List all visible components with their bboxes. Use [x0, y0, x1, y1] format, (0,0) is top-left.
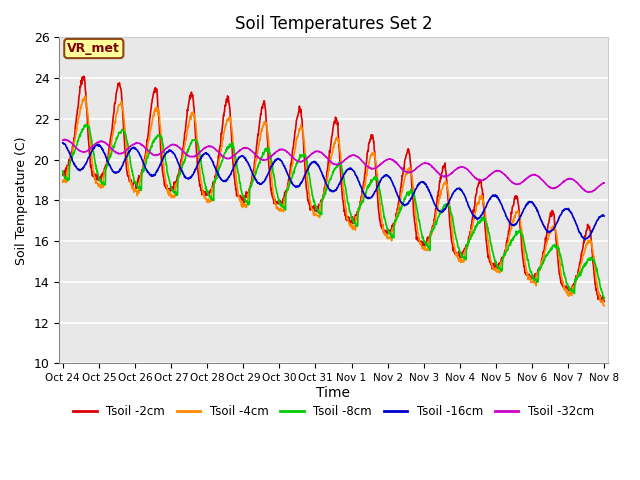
Y-axis label: Soil Temperature (C): Soil Temperature (C)	[15, 136, 28, 264]
Tsoil -4cm	[81, 93, 89, 99]
Tsoil -2cm	[81, 73, 88, 79]
Tsoil -4cm	[600, 303, 608, 309]
Tsoil -8cm	[536, 266, 544, 272]
Tsoil -8cm	[600, 295, 608, 301]
Line: Tsoil -16cm: Tsoil -16cm	[63, 143, 604, 240]
Tsoil -2cm	[488, 266, 496, 272]
Tsoil -8cm	[83, 122, 90, 128]
Tsoil -4cm	[418, 244, 426, 250]
Tsoil -16cm	[180, 171, 188, 177]
Tsoil -16cm	[600, 213, 608, 219]
Tsoil -8cm	[418, 231, 426, 237]
Tsoil -2cm	[59, 172, 67, 178]
Tsoil -32cm	[418, 161, 426, 167]
Tsoil -16cm	[240, 155, 248, 160]
Tsoil -16cm	[488, 193, 496, 199]
Tsoil -16cm	[536, 216, 544, 221]
Tsoil -16cm	[60, 140, 67, 146]
Text: VR_met: VR_met	[67, 42, 120, 55]
Title: Soil Temperatures Set 2: Soil Temperatures Set 2	[235, 15, 432, 33]
Tsoil -32cm	[166, 143, 174, 148]
Tsoil -32cm	[180, 149, 188, 155]
Tsoil -4cm	[180, 151, 188, 157]
Tsoil -4cm	[240, 203, 248, 208]
Tsoil -2cm	[600, 299, 608, 304]
Tsoil -2cm	[536, 266, 544, 272]
Tsoil -16cm	[59, 140, 67, 146]
Tsoil -32cm	[536, 175, 544, 181]
X-axis label: Time: Time	[316, 386, 351, 400]
Tsoil -8cm	[488, 248, 496, 253]
Legend: Tsoil -2cm, Tsoil -4cm, Tsoil -8cm, Tsoil -16cm, Tsoil -32cm: Tsoil -2cm, Tsoil -4cm, Tsoil -8cm, Tsoi…	[68, 400, 598, 423]
Tsoil -32cm	[488, 170, 496, 176]
Tsoil -16cm	[418, 179, 426, 185]
Tsoil -32cm	[240, 144, 248, 150]
Tsoil -4cm	[600, 303, 607, 309]
Tsoil -2cm	[240, 200, 248, 206]
Tsoil -4cm	[536, 267, 544, 273]
Tsoil -8cm	[600, 296, 607, 302]
Tsoil -32cm	[60, 137, 68, 143]
Tsoil -4cm	[488, 264, 496, 270]
Tsoil -4cm	[166, 190, 174, 196]
Tsoil -4cm	[59, 180, 67, 185]
Tsoil -32cm	[584, 189, 592, 195]
Tsoil -8cm	[166, 181, 174, 187]
Line: Tsoil -32cm: Tsoil -32cm	[63, 140, 604, 192]
Line: Tsoil -4cm: Tsoil -4cm	[63, 96, 604, 306]
Tsoil -32cm	[59, 137, 67, 143]
Tsoil -16cm	[580, 237, 588, 242]
Tsoil -2cm	[166, 188, 174, 194]
Tsoil -8cm	[180, 161, 188, 167]
Tsoil -2cm	[180, 143, 188, 149]
Tsoil -16cm	[166, 148, 174, 154]
Line: Tsoil -8cm: Tsoil -8cm	[63, 125, 604, 299]
Line: Tsoil -2cm: Tsoil -2cm	[63, 76, 604, 301]
Tsoil -2cm	[418, 239, 426, 245]
Tsoil -8cm	[59, 168, 67, 174]
Tsoil -32cm	[600, 180, 608, 186]
Tsoil -8cm	[240, 195, 248, 201]
